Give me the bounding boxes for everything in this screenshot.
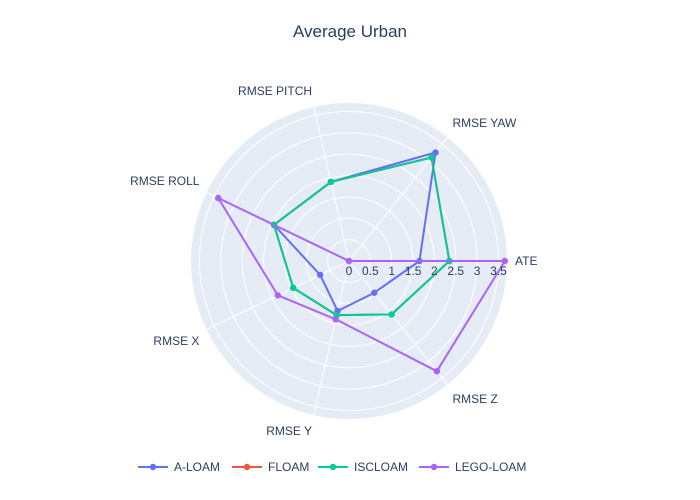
angular-axis-labels: ATE RMSE YAW RMSE PITCH RMSE ROLL RMSE X RMSE… [130, 84, 537, 438]
axis-label-ate: ATE [515, 254, 537, 268]
data-point[interactable] [428, 154, 435, 161]
angular-gridline [348, 260, 448, 385]
radial-tick-label: 1.5 [405, 264, 422, 278]
legend-label: A-LOAM [174, 460, 220, 474]
data-point[interactable] [345, 257, 353, 265]
data-point[interactable] [214, 194, 222, 202]
data-point[interactable] [371, 289, 378, 296]
radial-axis-ticks: 0 0.5 1 1.5 2 2.5 3 3.5 [346, 264, 507, 278]
legend-label: FLOAM [268, 460, 309, 474]
radial-tick-label: 2 [431, 264, 438, 278]
radial-tick-label: 0 [346, 264, 353, 278]
legend-item-iscloam[interactable]: ISCLOAM [318, 460, 408, 474]
axis-label-rmse-yaw: RMSE YAW [452, 116, 516, 130]
series-line [272, 151, 437, 312]
axis-label-rmse-roll: RMSE ROLL [130, 174, 200, 188]
legend-marker [149, 463, 157, 471]
radial-tick-label: 1 [388, 264, 395, 278]
data-point[interactable] [388, 311, 395, 318]
angular-gridline [313, 260, 350, 416]
data-point[interactable] [501, 257, 509, 265]
legend-label: ISCLOAM [354, 460, 408, 474]
data-point[interactable] [290, 284, 297, 292]
legend-item-floam[interactable]: FLOAM [232, 460, 309, 474]
radial-tick-label: 3 [474, 264, 481, 278]
axis-label-rmse-y: RMSE Y [266, 424, 312, 438]
legend-marker [243, 463, 251, 471]
legend-marker [430, 463, 438, 471]
radial-tick-label: 3.5 [490, 264, 507, 278]
data-point[interactable] [432, 149, 439, 156]
legend[interactable]: A-LOAM FLOAM ISCLOAM LEGO-LOAM [138, 460, 526, 474]
axis-label-rmse-x: RMSE X [153, 334, 199, 348]
legend-item-a-loam[interactable]: A-LOAM [138, 460, 220, 474]
data-point[interactable] [316, 271, 324, 279]
series-line [272, 156, 451, 317]
axis-label-rmse-z: RMSE Z [452, 392, 497, 406]
data-point[interactable] [327, 178, 335, 186]
data-point[interactable] [332, 316, 339, 323]
series-lego-loam[interactable] [214, 194, 509, 375]
chart-title: Average Urban [293, 22, 407, 41]
axis-label-rmse-pitch: RMSE PITCH [238, 84, 312, 98]
data-point[interactable] [433, 367, 441, 375]
legend-label: LEGO-LOAM [455, 460, 526, 474]
legend-item-lego-loam[interactable]: LEGO-LOAM [419, 460, 526, 474]
data-point[interactable] [274, 292, 282, 299]
series-layer [214, 149, 509, 375]
legend-marker [329, 463, 337, 471]
radial-tick-label: 0.5 [362, 264, 379, 278]
radial-tick-label: 2.5 [447, 264, 464, 278]
